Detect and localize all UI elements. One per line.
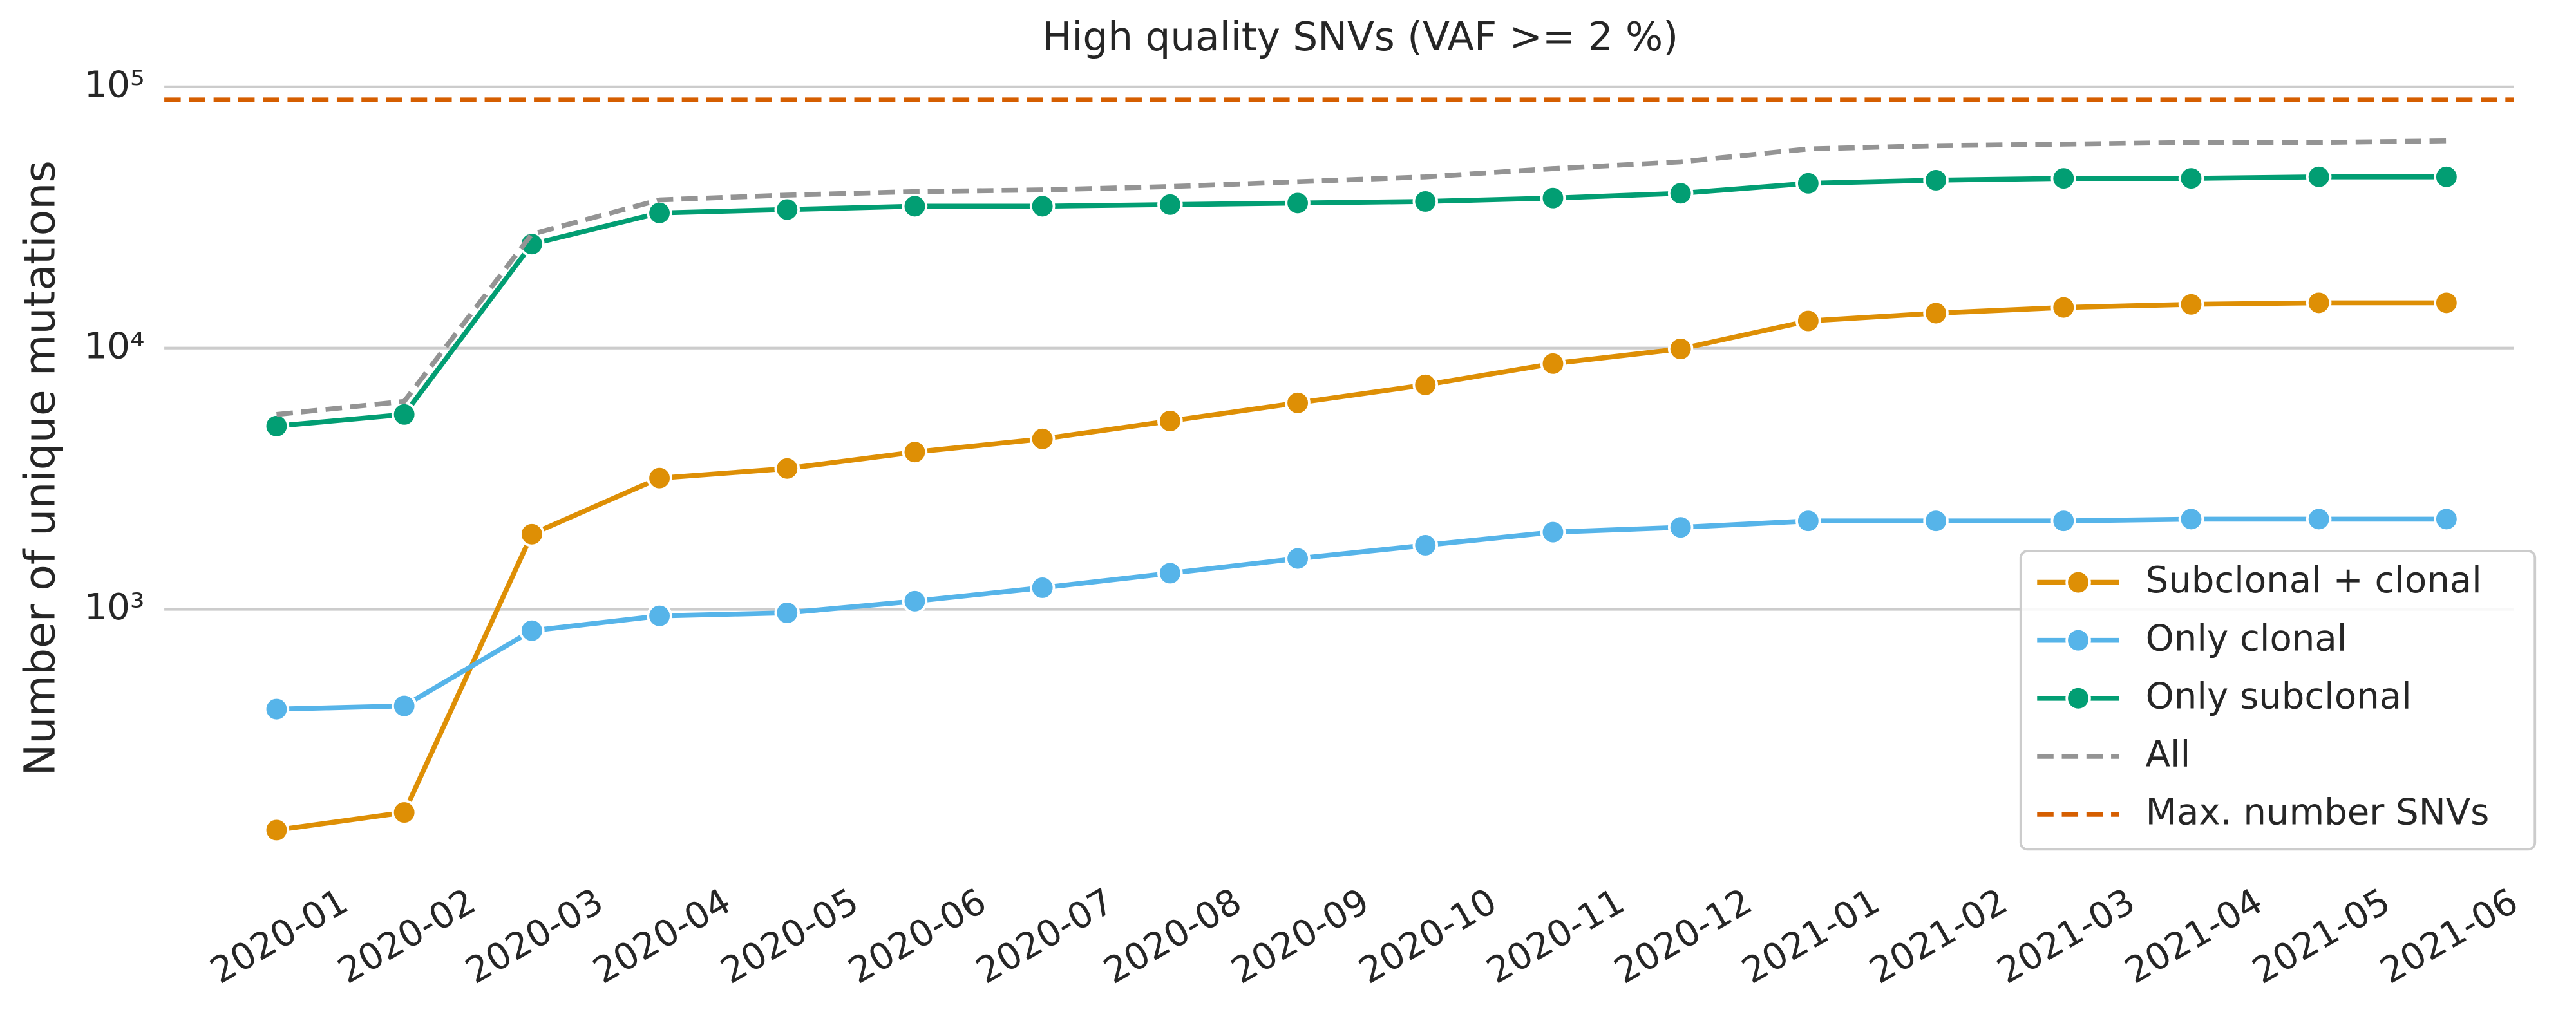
x-tick-label: 2020-10 xyxy=(1352,881,1504,993)
data-point xyxy=(647,603,672,629)
data-point xyxy=(1412,532,1439,558)
data-point xyxy=(2178,292,2204,317)
x-tick-label: 2020-12 xyxy=(1607,881,1759,993)
x-tick-label: 2021-05 xyxy=(2246,881,2398,993)
x-tick-label: 2020-03 xyxy=(459,881,611,993)
x-tick-label: 2021-03 xyxy=(1991,881,2143,993)
data-point xyxy=(519,521,545,547)
x-tick-label: 2020-02 xyxy=(331,881,483,993)
x-tick-label: 2020-08 xyxy=(1097,881,1249,993)
data-point xyxy=(774,196,800,223)
data-point xyxy=(1795,308,1821,334)
y-tick-label: 10³ xyxy=(84,586,145,628)
x-tick-label: 2021-01 xyxy=(1735,881,1887,993)
data-point xyxy=(647,465,672,491)
legend-label: All xyxy=(2146,733,2191,775)
legend-marker xyxy=(2065,686,2091,711)
data-point xyxy=(2434,164,2459,190)
data-point xyxy=(1540,519,1566,545)
data-point xyxy=(1285,545,1311,572)
data-point xyxy=(1667,180,1694,207)
legend-marker xyxy=(2065,569,2091,595)
data-point xyxy=(1412,372,1439,398)
data-point xyxy=(1923,508,1949,534)
x-tick-label: 2020-11 xyxy=(1480,881,1632,993)
data-point xyxy=(1157,408,1183,434)
data-point xyxy=(2178,165,2204,191)
x-tick-label: 2021-06 xyxy=(2373,881,2525,993)
data-point xyxy=(2306,164,2332,190)
legend-marker xyxy=(2065,627,2091,653)
data-point xyxy=(1540,185,1566,211)
data-point xyxy=(1157,560,1183,586)
series-line xyxy=(276,516,2447,712)
data-point xyxy=(1029,426,1056,452)
data-point xyxy=(2434,290,2459,316)
data-point xyxy=(1029,575,1056,601)
x-tick-label: 2021-04 xyxy=(2118,881,2270,993)
y-axis-label: Number of unique mutations xyxy=(14,160,64,776)
data-point xyxy=(1667,336,1694,362)
data-point xyxy=(391,402,417,427)
legend-label: Max. number SNVs xyxy=(2146,792,2490,834)
data-point xyxy=(263,817,290,843)
data-point xyxy=(263,413,290,439)
data-point xyxy=(2434,506,2459,532)
data-point xyxy=(519,617,545,644)
x-tick-label: 2021-02 xyxy=(1862,881,2014,993)
data-point xyxy=(1029,193,1056,220)
chart-title: High quality SNVs (VAF >= 2 %) xyxy=(1042,14,1678,60)
data-point xyxy=(263,696,290,722)
legend-label: Only subclonal xyxy=(2146,675,2412,717)
data-point xyxy=(1157,192,1183,218)
data-point xyxy=(902,439,928,465)
y-tick-label: 10⁵ xyxy=(84,64,145,106)
series-line xyxy=(276,138,2447,417)
data-point xyxy=(391,800,417,825)
data-point xyxy=(902,588,928,614)
x-tick-label: 2020-04 xyxy=(586,881,738,993)
x-tick-label: 2020-07 xyxy=(969,881,1121,993)
data-point xyxy=(647,200,672,226)
legend-label: Subclonal + clonal xyxy=(2146,559,2482,601)
series-line xyxy=(276,300,2447,833)
data-point xyxy=(1540,351,1566,377)
legend: Subclonal + clonal Only clonal Only subclo… xyxy=(2019,550,2537,851)
data-point xyxy=(2050,165,2077,191)
x-tick-label: 2020-09 xyxy=(1224,881,1376,993)
data-point xyxy=(2178,506,2204,532)
data-point xyxy=(2306,290,2332,316)
data-point xyxy=(2050,294,2077,321)
x-tick-label: 2020-01 xyxy=(204,881,355,993)
data-point xyxy=(1667,514,1694,540)
data-point xyxy=(1285,390,1311,416)
x-tick-label: 2020-06 xyxy=(842,881,994,993)
data-point xyxy=(391,693,417,719)
data-point xyxy=(1412,189,1439,214)
y-tick-label: 10⁴ xyxy=(84,325,145,367)
data-point xyxy=(2306,506,2332,532)
data-point xyxy=(1285,190,1311,216)
data-point xyxy=(1923,167,1949,193)
data-point xyxy=(902,193,928,220)
legend-label: Only clonal xyxy=(2146,617,2347,659)
data-point xyxy=(1795,171,1821,196)
data-point xyxy=(1923,300,1949,326)
legend-box xyxy=(2019,550,2537,851)
data-point xyxy=(2050,508,2077,534)
data-point xyxy=(774,456,800,482)
data-point xyxy=(1795,508,1821,534)
series-line xyxy=(276,174,2447,429)
x-tick-label: 2020-05 xyxy=(714,881,866,993)
data-point xyxy=(774,600,800,626)
